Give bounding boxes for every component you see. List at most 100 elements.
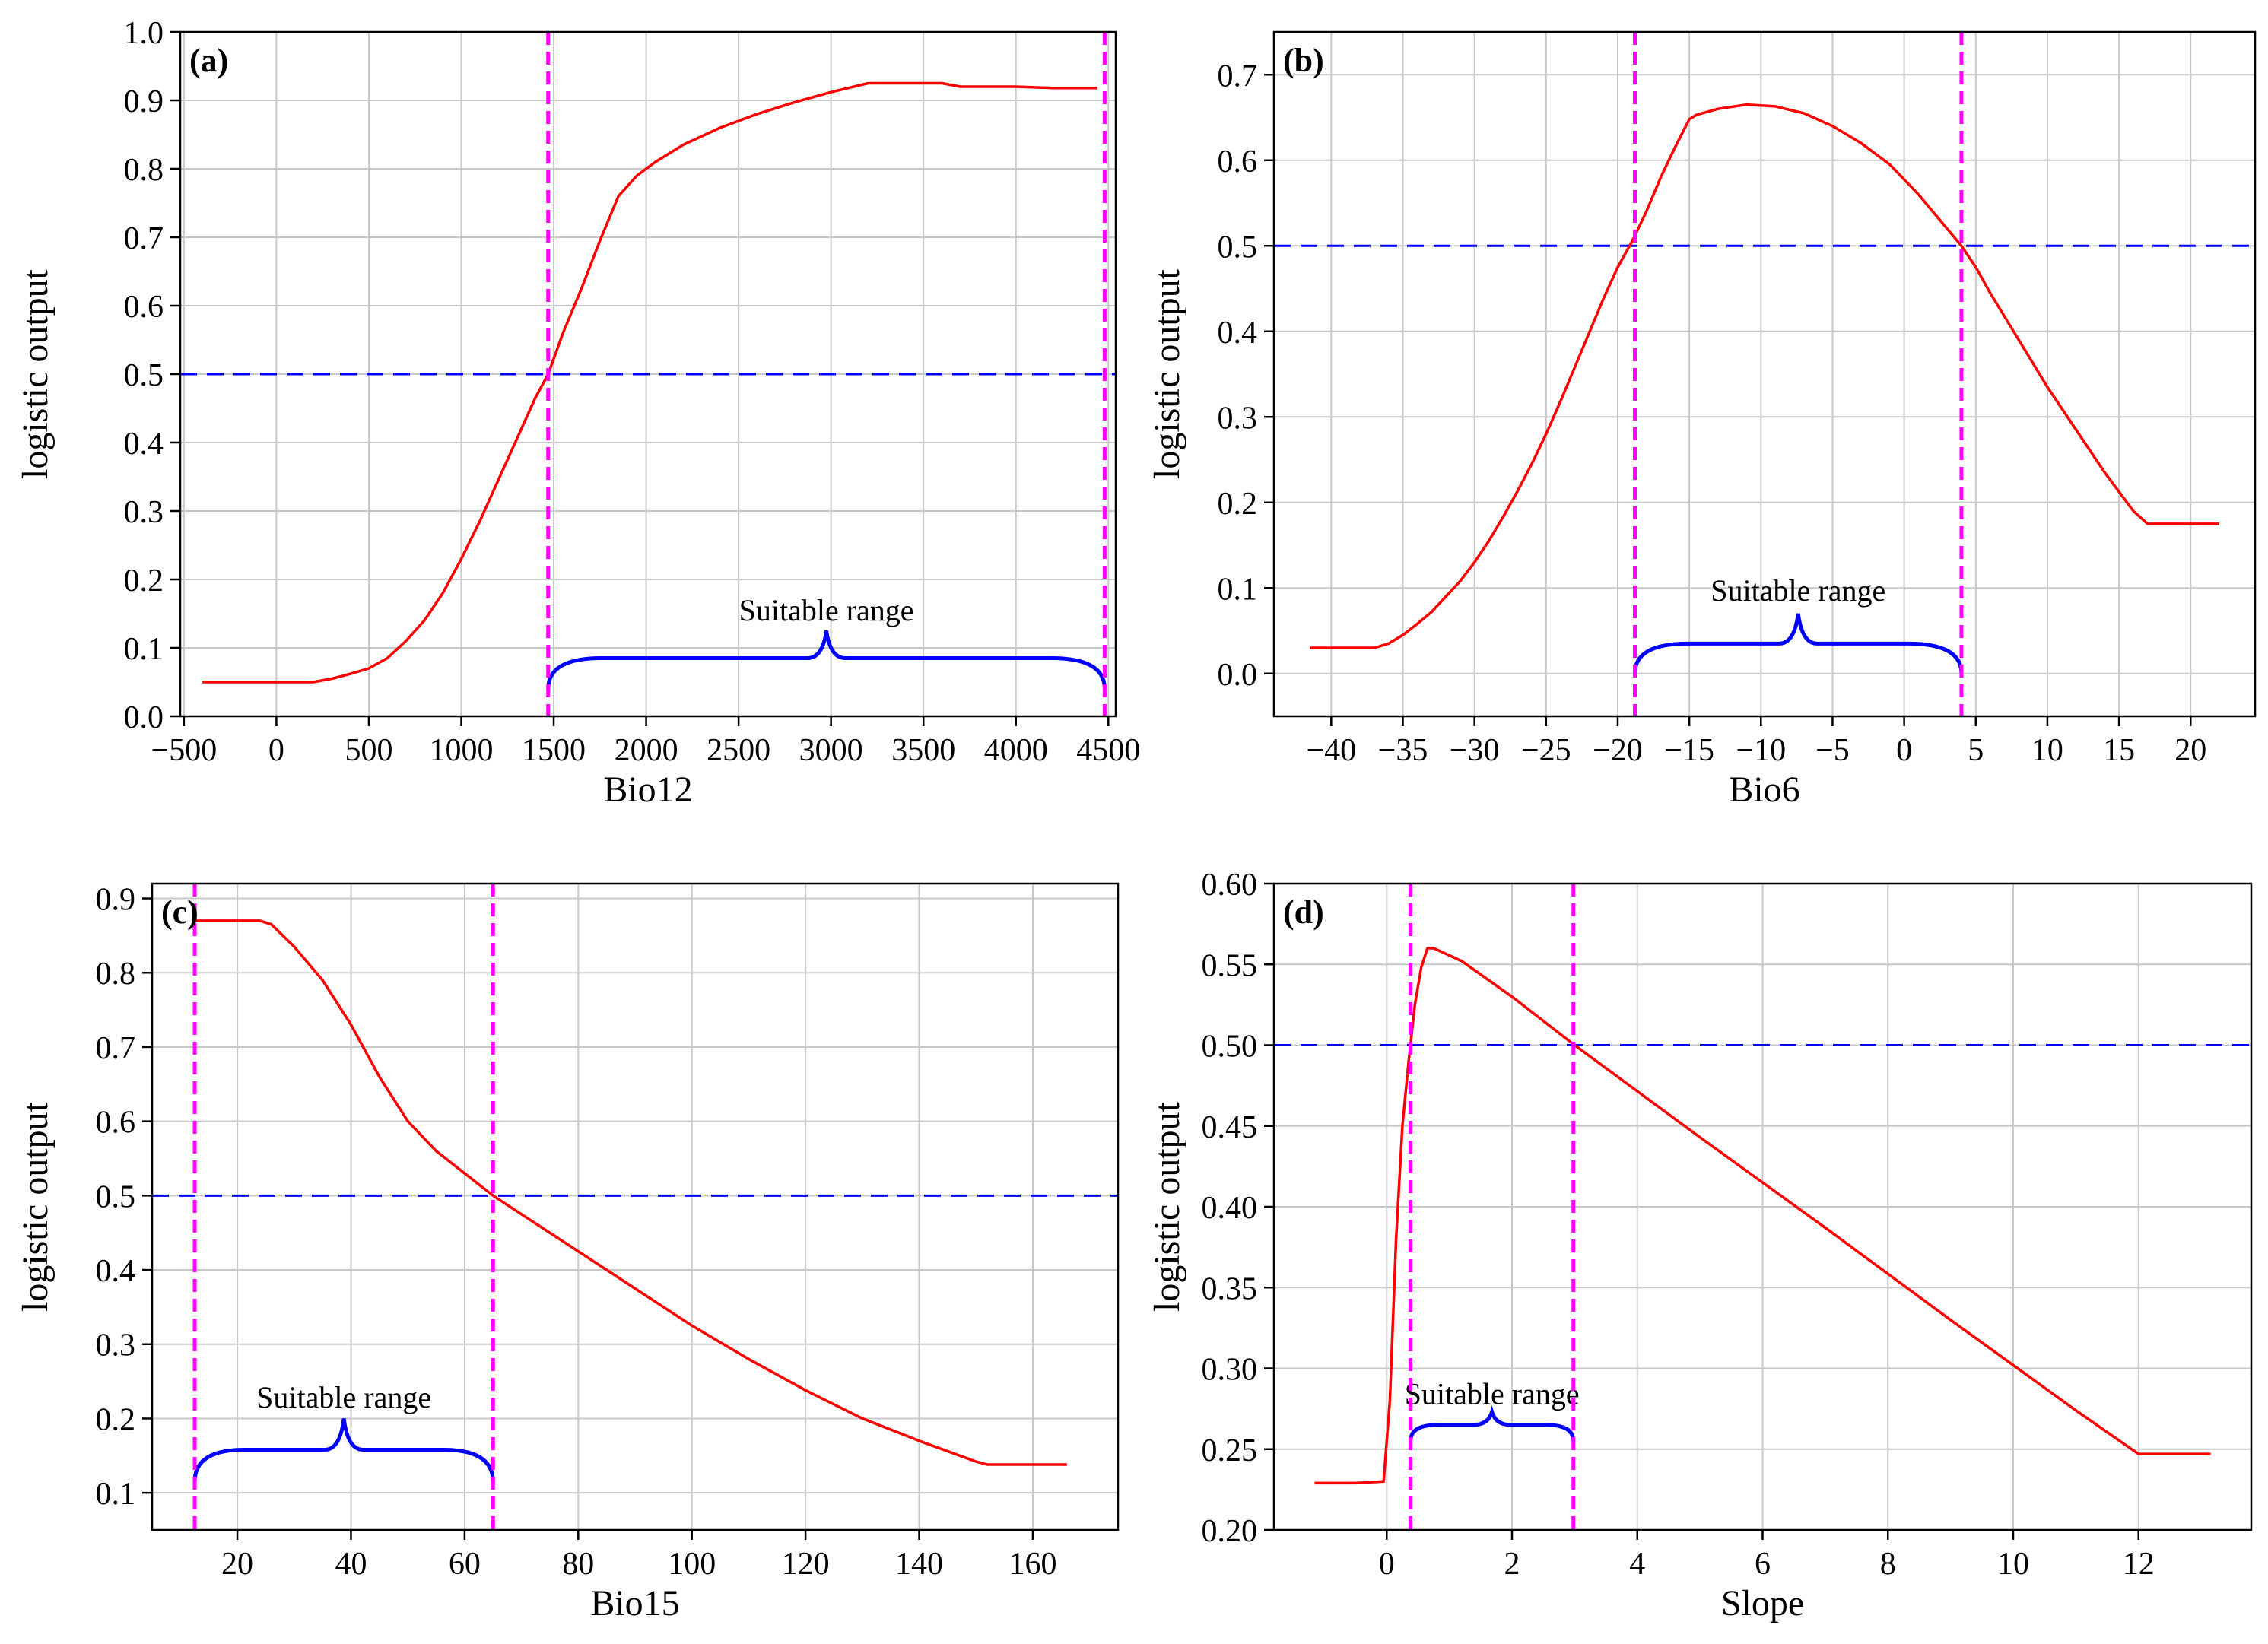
- grid: [152, 884, 1118, 1530]
- y-tick-label: 0.50: [1202, 1030, 1258, 1065]
- y-tick-label: 0.5: [96, 1179, 136, 1214]
- y-tick-label: 0.25: [1202, 1433, 1258, 1468]
- response-curve: [1314, 947, 2211, 1485]
- panel-tag: (b): [1283, 42, 1324, 79]
- x-tick-label: 40: [335, 1547, 367, 1582]
- y-tick-label: 0.60: [1202, 868, 1258, 903]
- x-tick-label: 8: [1880, 1547, 1896, 1582]
- x-tick-label: 2500: [707, 733, 770, 768]
- panel-1: Suitable range −500 0 500 1000 1500 2000 2500 30…: [15, 16, 1140, 810]
- y-tick-label: 0.2: [1218, 487, 1258, 522]
- x-tick-label: 5: [1968, 733, 1984, 768]
- x-tick-label: −40: [1306, 733, 1356, 768]
- x-tick-label: 4: [1629, 1547, 1645, 1582]
- response-curve: [195, 919, 1067, 1466]
- suitable-range-label: Suitable range: [739, 593, 914, 627]
- y-tick-label: 0.0: [124, 700, 164, 735]
- x-tick-label: 20: [2174, 733, 2206, 768]
- x-tick-label: 1000: [429, 733, 493, 768]
- x-tick-label: 6: [1755, 1547, 1771, 1582]
- grid: [1274, 32, 2255, 716]
- y-tick-label: 0.3: [96, 1328, 136, 1363]
- panel-tag: (d): [1283, 893, 1324, 931]
- y-axis-title: logistic output: [1147, 268, 1187, 479]
- y-tick-label: 0.4: [96, 1254, 136, 1289]
- y-tick-label: 0.5: [124, 358, 164, 393]
- x-tick-label: 60: [449, 1547, 481, 1582]
- y-tick-label: 0.9: [96, 883, 136, 918]
- panel-3: Suitable range 20 40 60 80 100 120 140 160 0.1 0.2…: [15, 882, 1120, 1623]
- y-tick-label: 0.2: [96, 1402, 136, 1437]
- x-tick-label: 0: [268, 733, 284, 768]
- suitable-range-brace: [192, 1418, 495, 1482]
- x-tick-label: 500: [345, 733, 392, 768]
- x-tick-label: 0: [1896, 733, 1912, 768]
- y-axis-title: logistic output: [15, 268, 56, 479]
- suitable-range-label: Suitable range: [256, 1380, 431, 1414]
- panel-tag: (c): [161, 893, 199, 931]
- y-axis-title: logistic output: [15, 1101, 56, 1312]
- x-tick-label: 0: [1379, 1547, 1395, 1582]
- y-tick-label: 0.5: [1218, 230, 1258, 265]
- x-axis-title: Bio15: [590, 1583, 679, 1623]
- y-tick-label: 0.1: [96, 1477, 136, 1512]
- x-tick-label: 160: [1009, 1547, 1056, 1582]
- y-tick-label: 0.35: [1202, 1271, 1258, 1306]
- y-tick-label: 0.55: [1202, 948, 1258, 983]
- suitable-range-label: Suitable range: [1711, 573, 1885, 608]
- x-tick-label: 80: [562, 1547, 594, 1582]
- x-tick-label: −35: [1378, 733, 1428, 768]
- x-axis-title: Bio12: [603, 770, 692, 810]
- y-tick-label: 0.6: [96, 1106, 136, 1141]
- y-tick-label: 0.0: [1218, 658, 1258, 693]
- x-tick-label: 120: [782, 1547, 830, 1582]
- y-tick-label: 0.9: [124, 84, 164, 119]
- y-axis-title: logistic output: [1147, 1101, 1187, 1312]
- y-tick-label: 0.3: [1218, 401, 1258, 436]
- x-tick-label: 4000: [984, 733, 1048, 768]
- y-tick-label: 0.40: [1202, 1191, 1258, 1226]
- y-tick-label: 0.8: [96, 957, 136, 992]
- x-tick-label: 140: [895, 1547, 943, 1582]
- response-curve: [202, 81, 1097, 684]
- x-tick-label: 15: [2103, 733, 2135, 768]
- x-tick-label: 2000: [615, 733, 678, 768]
- x-tick-label: 3000: [799, 733, 863, 768]
- y-tick-label: 0.1: [1218, 572, 1258, 607]
- x-axis-title: Slope: [1721, 1583, 1804, 1623]
- panel-tag: (a): [189, 42, 228, 79]
- panel-4: Suitable range 0 2 4 6 8 10 12 0.20 0.25 0.30 0.35 0…: [1147, 868, 2253, 1623]
- y-tick-label: 0.20: [1202, 1514, 1258, 1549]
- x-tick-label: 12: [2123, 1547, 2155, 1582]
- plot-frame: [151, 882, 1120, 1531]
- y-tick-label: 0.7: [96, 1031, 136, 1066]
- y-tick-label: 0.6: [124, 290, 164, 325]
- x-tick-label: −500: [151, 733, 218, 768]
- y-tick-label: 0.8: [124, 153, 164, 188]
- x-tick-label: 2: [1504, 1547, 1520, 1582]
- y-tick-label: 0.45: [1202, 1110, 1258, 1145]
- x-tick-label: 1500: [522, 733, 586, 768]
- y-tick-label: 0.3: [124, 495, 164, 530]
- x-tick-label: 10: [2031, 733, 2063, 768]
- x-tick-label: 3500: [891, 733, 955, 768]
- y-tick-label: 0.2: [124, 563, 164, 598]
- x-tick-label: 10: [1997, 1547, 2029, 1582]
- y-tick-label: 0.30: [1202, 1353, 1258, 1388]
- x-tick-label: −20: [1593, 733, 1643, 768]
- suitable-range-brace: [1409, 1405, 1576, 1442]
- y-tick-label: 0.7: [124, 221, 164, 256]
- y-tick-label: 0.1: [124, 632, 164, 667]
- y-tick-label: 0.6: [1218, 144, 1258, 179]
- x-tick-label: 100: [668, 1547, 716, 1582]
- plot-frame: [1272, 30, 2257, 718]
- x-tick-label: 20: [221, 1547, 253, 1582]
- suitable-range-label: Suitable range: [1405, 1376, 1580, 1411]
- y-tick-label: 0.4: [124, 427, 164, 462]
- suitable-range-brace: [546, 630, 1107, 690]
- suitable-range-brace: [1633, 613, 1964, 674]
- grid: [1274, 883, 2251, 1531]
- y-tick-label: 0.7: [1218, 59, 1258, 94]
- x-axis-title: Bio6: [1729, 770, 1799, 810]
